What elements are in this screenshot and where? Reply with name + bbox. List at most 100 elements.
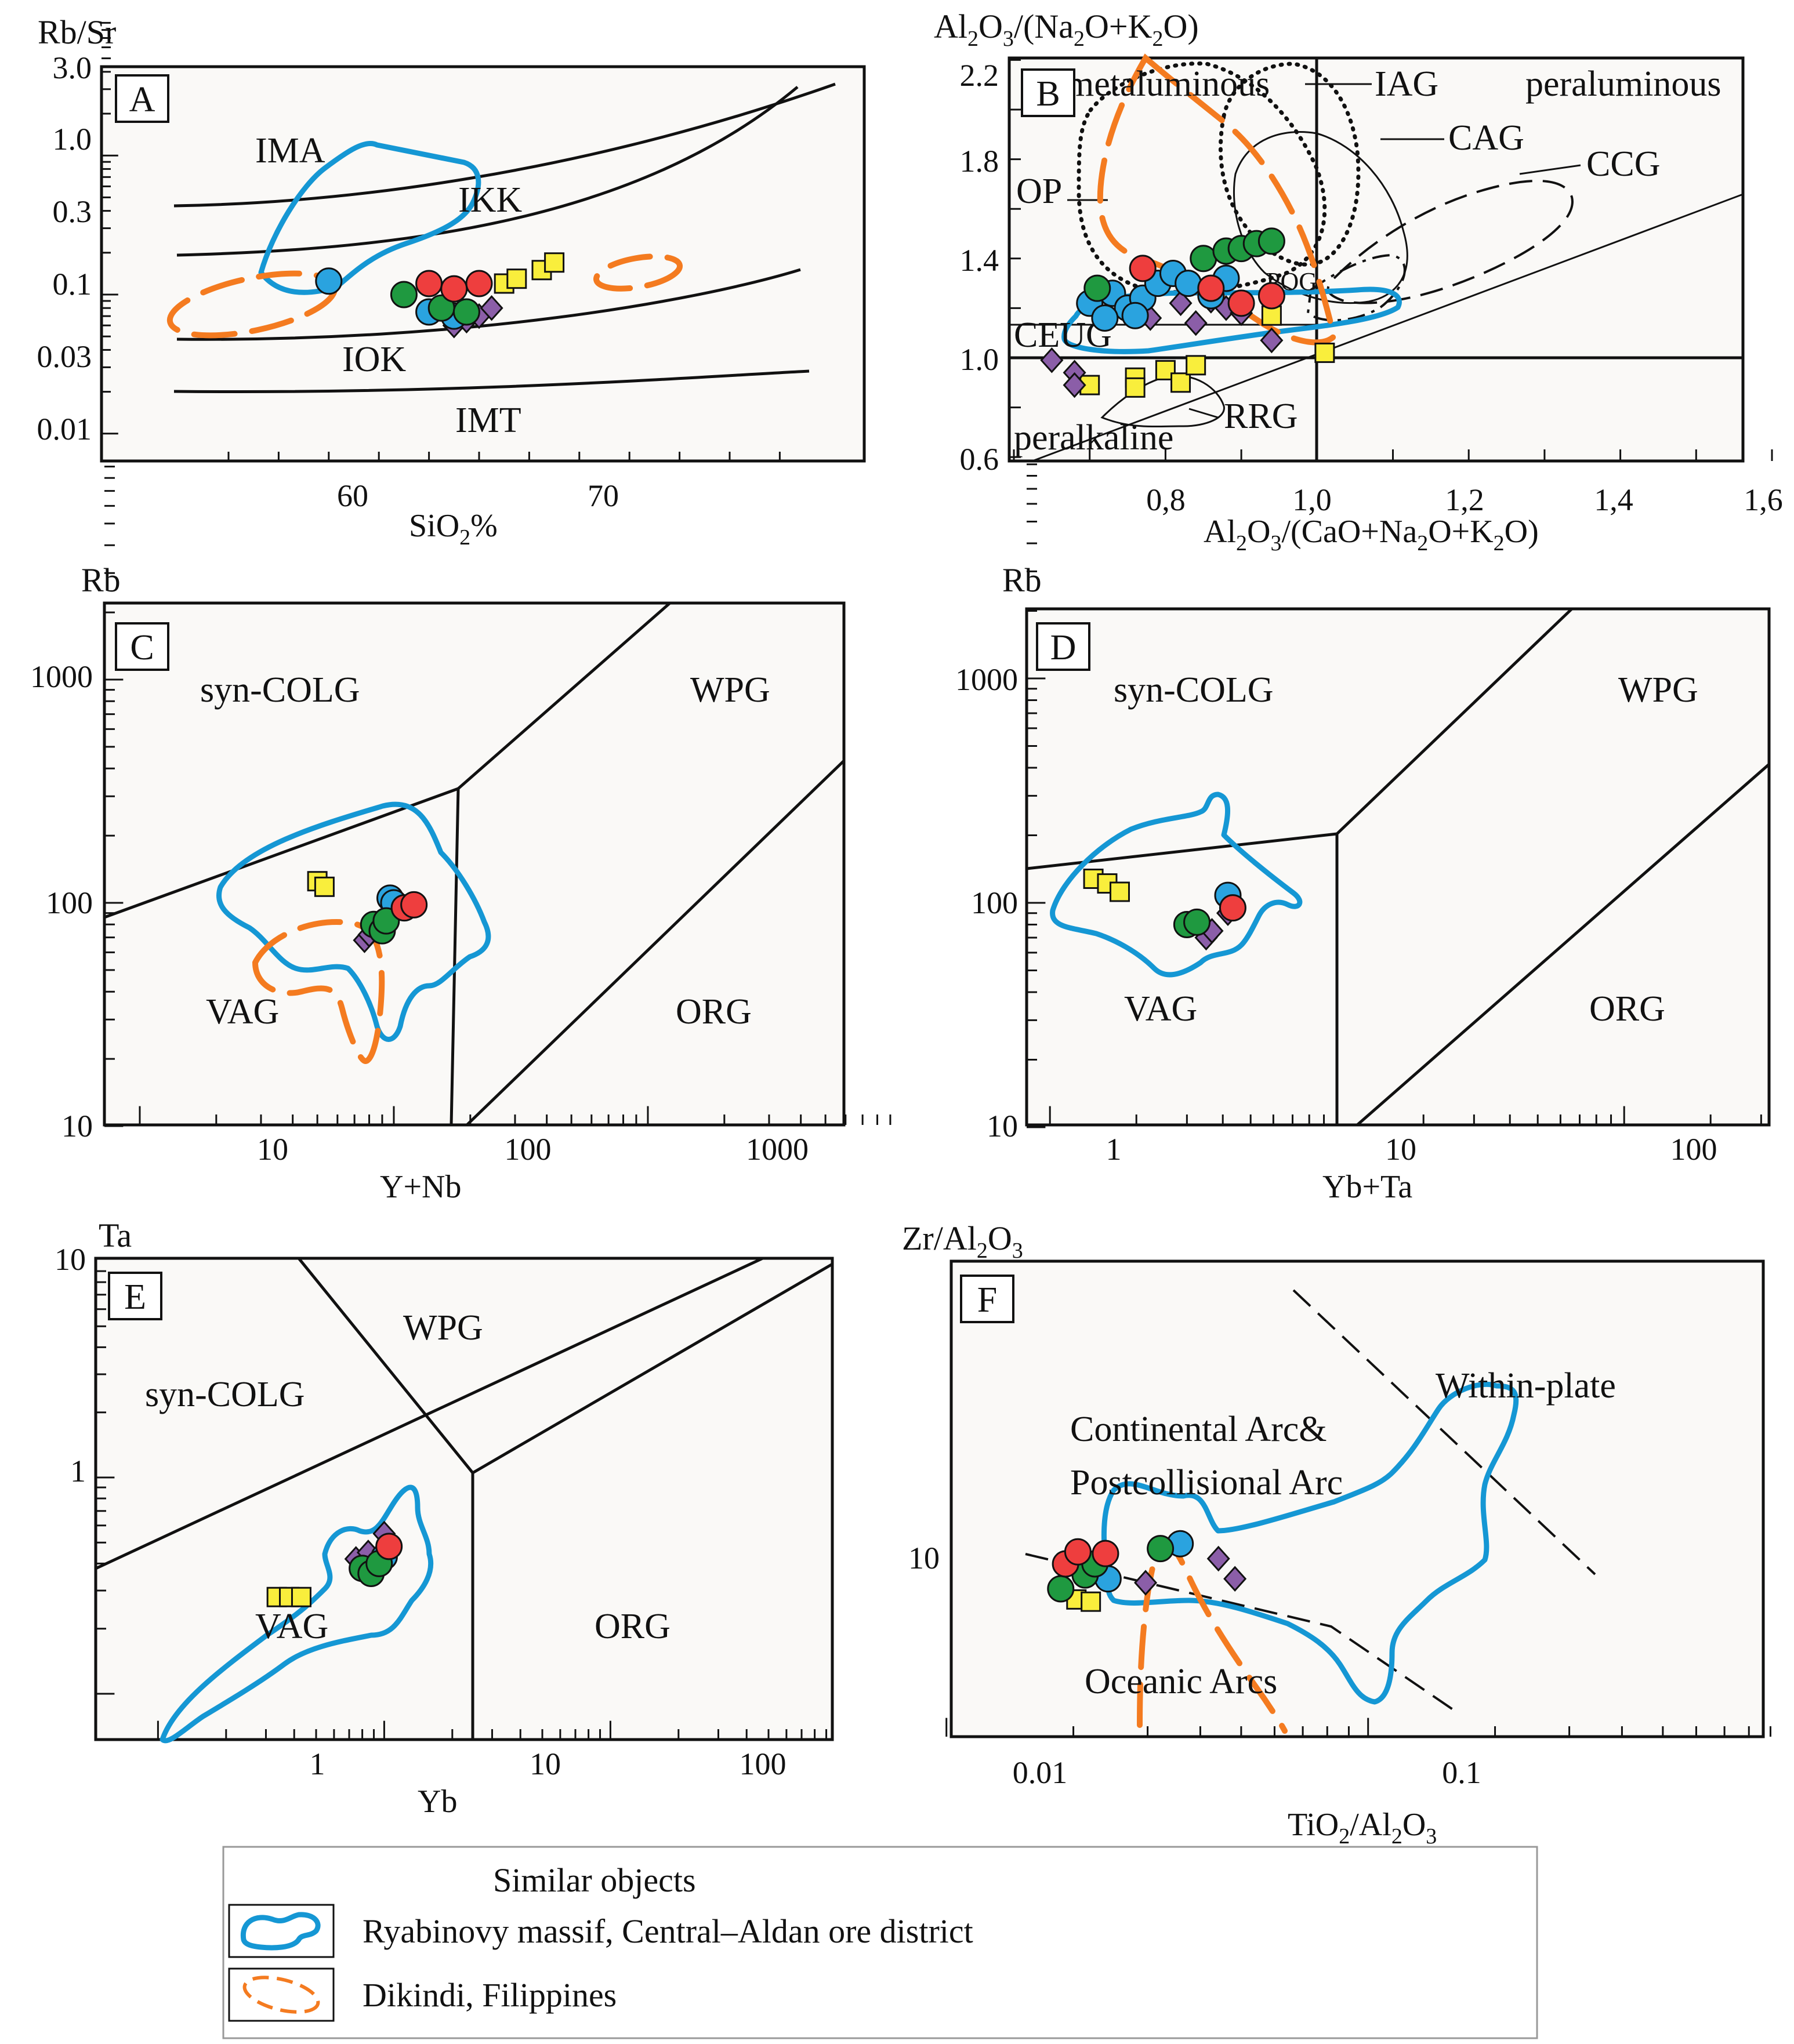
- panel-b-point-green-5: [1257, 227, 1285, 255]
- panel-e-ytick-1: 1: [70, 1454, 86, 1488]
- legend-swatch-dikindi: [242, 1976, 320, 2014]
- panel-b-ytick-1.4: 1.4: [960, 243, 999, 278]
- panel-a-y-ticks: 3.0 1.0 0.3 0.1 0.03 0.01: [37, 50, 92, 446]
- panel-b-tag-box: [1021, 68, 1075, 117]
- panel-b-points: [1040, 227, 1335, 398]
- panel-e-boundaries: [95, 1257, 833, 1740]
- panel-d-ytick-1000: 1000: [955, 662, 1018, 697]
- panel-b-dikindi-outline: [1097, 53, 1338, 346]
- panel-e-region-syn-colg: syn-COLG: [145, 1375, 305, 1414]
- panel-d-xtick-10: 10: [1385, 1132, 1416, 1167]
- panel-a-region-ima: IMA: [255, 131, 325, 170]
- panel-d-y-ticks: 1000 100 10: [955, 662, 1018, 1143]
- panel-e-tag: E: [124, 1277, 146, 1317]
- panel-f-ytick-10: 10: [908, 1541, 940, 1575]
- panel-b-ytick-1.0: 1.0: [960, 342, 999, 377]
- panel-a-ylabel: Rb/Sr: [38, 13, 116, 51]
- panel-c-ylabel: Rb: [81, 561, 121, 599]
- panel-c-ytick-1000: 1000: [30, 659, 93, 694]
- panel-a-boundary-iok-imt: [176, 268, 801, 341]
- panel-c-line-syn-wpg: [457, 602, 671, 790]
- panel-b-point-purple-5: [1184, 310, 1208, 336]
- panel-b-rrg-leader: [1188, 408, 1219, 419]
- panel-d-xlabel: Yb+Ta: [1322, 1169, 1412, 1205]
- panel-b-ylabel: Al2O3/(Na2O+K2O): [934, 8, 1199, 51]
- panel-f-points: [1047, 1530, 1247, 1612]
- panel-f-frame: [949, 1259, 1765, 1738]
- panel-f-boundaries: [1025, 1289, 1596, 1715]
- panel-c: Rb Y+Nb 10 100 1000 1000 100 10 syn-COLG…: [30, 561, 846, 1205]
- panel-f-tag-box: [960, 1275, 1014, 1323]
- panel-a-boundary-lower: [173, 369, 810, 394]
- panel-d-xtick-1: 1: [1106, 1132, 1122, 1167]
- panel-f-xtick-0.1: 0.1: [1442, 1755, 1481, 1790]
- panel-b-boundaries: [1009, 58, 1744, 462]
- panel-a-region-imt: IMT: [455, 401, 521, 440]
- panel-f-point-red-1: [1064, 1538, 1092, 1566]
- panel-a-ytick-0.3: 0.3: [53, 194, 92, 229]
- panel-b-point-red-3: [1257, 282, 1285, 310]
- panel-a-boundaries: [173, 82, 836, 394]
- panel-f-region-oceanic-arcs: Oceanic Arcs: [1085, 1662, 1277, 1701]
- panel-b-xlabel: Al2O3/(CaO+Na2O+K2O): [1204, 514, 1539, 556]
- panel-c-point-red-1: [400, 891, 428, 918]
- panel-b-ytick-1.8: 1.8: [960, 144, 999, 179]
- panel-a-x-ticks: 60 70: [337, 478, 619, 513]
- panel-b-point-red-0: [1129, 255, 1157, 282]
- panel-e-y-ticks: 10 1: [55, 1242, 86, 1488]
- panel-b-point-purple-9: [1260, 327, 1284, 354]
- panel-a: Rb/Sr SiO2% 60 70 3.0 1.0 0.3 0.1 0.03 0…: [37, 13, 866, 550]
- panel-d-point-red-0: [1219, 894, 1246, 922]
- panel-d-point-yellow-2: [1109, 881, 1130, 902]
- panel-c-region-org: ORG: [676, 992, 752, 1032]
- panel-e-line-wpg-org: [472, 1262, 833, 1475]
- panel-b-region-op: OP: [1016, 172, 1062, 211]
- panel-a-point-blue-0: [315, 267, 343, 295]
- panel-b-xtick-1.4: 1,4: [1594, 482, 1633, 517]
- panel-a-tag-box: [115, 74, 169, 123]
- panel-c-xlabel: Y+Nb: [380, 1169, 461, 1205]
- panel-c-points: [307, 871, 428, 953]
- panel-a-frame: [100, 65, 866, 463]
- panel-e-region-vag: VAG: [255, 1607, 328, 1646]
- panel-b-point-red-2: [1227, 289, 1255, 317]
- panel-b-point-purple-2: [1063, 372, 1086, 398]
- panel-d-region-wpg: WPG: [1618, 670, 1698, 710]
- panel-a-boundary-ima-ikk: [173, 82, 836, 208]
- panel-c-y-ticks: 1000 100 10: [30, 659, 93, 1143]
- panel-b-point-blue-10: [1091, 304, 1119, 332]
- panel-b-y-ticks: 2.2 1.8 1.4 1.0 0.6: [960, 58, 999, 477]
- panel-e-region-wpg: WPG: [403, 1308, 483, 1348]
- panel-f-y-ticks: 10: [908, 1541, 940, 1575]
- panel-c-ryabinovy-outline: [216, 801, 491, 1042]
- panel-f-x-ticks: 0.01 0.1: [1013, 1755, 1481, 1790]
- panel-a-region-ikk: IKK: [458, 180, 522, 220]
- panel-b-point-yellow-2: [1125, 377, 1146, 398]
- panel-f-xtick-0.01: 0.01: [1013, 1755, 1068, 1790]
- panel-d-ytick-100: 100: [971, 885, 1018, 920]
- panel-c-xtick-1000: 1000: [746, 1132, 809, 1167]
- panel-b-xtick-1.2: 1,2: [1445, 482, 1484, 517]
- panel-e-point-red-0: [375, 1533, 403, 1560]
- panel-d-region-org: ORG: [1589, 989, 1665, 1029]
- panel-c-tag-box: [115, 622, 169, 671]
- panel-e-x-ticks: 1 10 100: [310, 1747, 787, 1781]
- panel-e-point-yellow-2: [291, 1586, 311, 1607]
- panel-b-point-green-1: [1190, 245, 1217, 273]
- panel-a-point-red-0: [415, 270, 443, 297]
- panel-b-point-yellow-7: [1314, 342, 1335, 363]
- panel-e-xtick-10: 10: [530, 1747, 561, 1781]
- panel-b-line-diagonal: [1032, 193, 1744, 462]
- panel-c-region-wpg: WPG: [690, 670, 770, 710]
- panel-f: Zr/Al2O3 TiO2/Al2O3 0.01 0.1 10 Within-p…: [902, 1219, 1765, 1849]
- panel-c-dikindi-outline: [252, 918, 385, 1065]
- panel-e-line-syn-wpg: [298, 1257, 474, 1474]
- panel-e: Ta Yb 1 10 100 10 1 syn-COLG WPG VAG ORG…: [55, 1217, 834, 1820]
- panel-e-ylabel: Ta: [99, 1217, 132, 1254]
- panel-d-line-syn-wpg: [1336, 608, 1573, 835]
- panel-b-ytick-0.6: 0.6: [960, 442, 999, 477]
- panel-a-ytick-1: 1.0: [53, 122, 92, 157]
- panel-e-xtick-100: 100: [740, 1747, 787, 1781]
- panel-f-point-purple-0: [1134, 1570, 1158, 1596]
- legend: Similar objects Ryabinovy massif, Centra…: [222, 1846, 1538, 2039]
